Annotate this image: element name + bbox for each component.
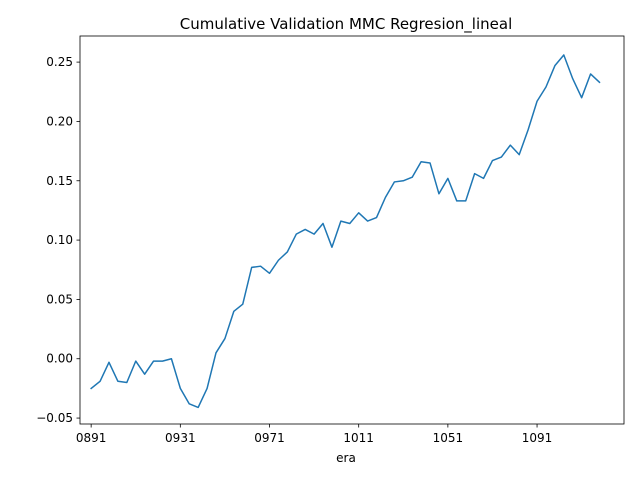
- x-axis-label: era: [336, 451, 356, 465]
- y-tick-label: 0.15: [46, 174, 73, 188]
- x-tick-label: 1011: [343, 431, 374, 445]
- chart-title: Cumulative Validation MMC Regresion_line…: [180, 15, 513, 34]
- y-tick-label: 0.05: [46, 292, 73, 306]
- y-tick-label: 0.25: [46, 55, 73, 69]
- x-tick-label: 1051: [433, 431, 464, 445]
- y-tick-label: 0.00: [46, 352, 73, 366]
- y-tick-label: 0.10: [46, 233, 73, 247]
- series-line-0: [90, 54, 601, 409]
- plot-area: [79, 35, 625, 425]
- y-tick-label: 0.20: [46, 114, 73, 128]
- x-tick-label: 1091: [522, 431, 553, 445]
- y-axis: −0.05 0.00 0.05 0.10 0.15 0.20 0.25: [36, 55, 80, 425]
- plot-frame: [79, 35, 625, 425]
- x-tick-label: 0891: [76, 431, 107, 445]
- y-tick-label: −0.05: [36, 411, 73, 425]
- x-axis: 0891 0931 0971 1011 1051 1091: [76, 424, 552, 445]
- x-tick-label: 0931: [165, 431, 196, 445]
- x-tick-label: 0971: [254, 431, 285, 445]
